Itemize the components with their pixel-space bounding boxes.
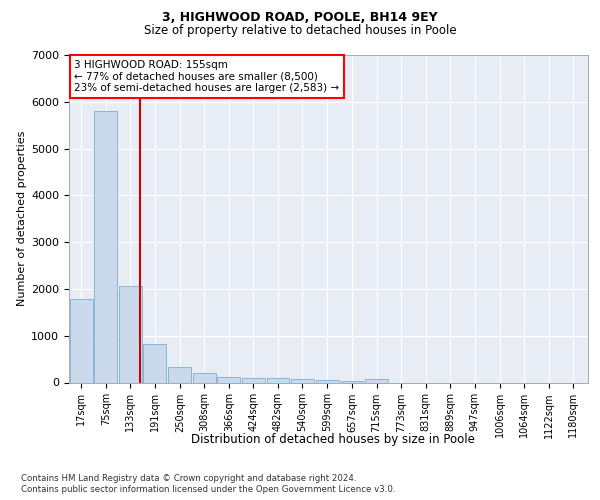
Y-axis label: Number of detached properties: Number of detached properties — [17, 131, 27, 306]
Bar — [94, 111, 117, 382]
Bar — [70, 299, 92, 382]
Bar — [193, 374, 216, 382]
Bar — [242, 378, 265, 382]
Text: Distribution of detached houses by size in Poole: Distribution of detached houses by size … — [191, 432, 475, 446]
Bar — [119, 286, 142, 382]
Bar — [143, 344, 166, 383]
Bar — [266, 378, 289, 382]
Bar — [365, 379, 388, 382]
Text: Size of property relative to detached houses in Poole: Size of property relative to detached ho… — [143, 24, 457, 37]
Text: 3, HIGHWOOD ROAD, POOLE, BH14 9EY: 3, HIGHWOOD ROAD, POOLE, BH14 9EY — [162, 11, 438, 24]
Bar — [169, 366, 191, 382]
Bar — [341, 381, 364, 382]
Bar — [217, 377, 241, 382]
Bar — [291, 378, 314, 382]
Bar — [316, 380, 339, 382]
Text: 3 HIGHWOOD ROAD: 155sqm
← 77% of detached houses are smaller (8,500)
23% of semi: 3 HIGHWOOD ROAD: 155sqm ← 77% of detache… — [74, 60, 340, 93]
Text: Contains HM Land Registry data © Crown copyright and database right 2024.: Contains HM Land Registry data © Crown c… — [21, 474, 356, 483]
Text: Contains public sector information licensed under the Open Government Licence v3: Contains public sector information licen… — [21, 485, 395, 494]
